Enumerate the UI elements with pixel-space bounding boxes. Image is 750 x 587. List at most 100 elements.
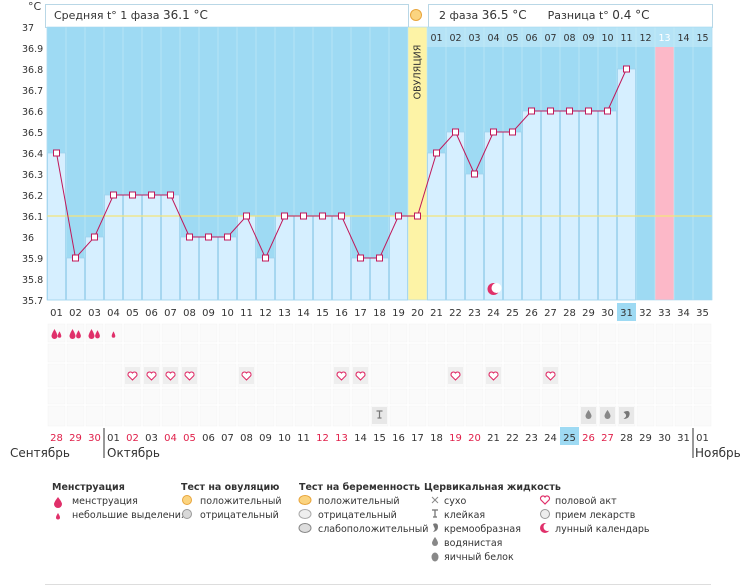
temperature-bar	[389, 215, 408, 301]
symptom-cell	[142, 343, 161, 363]
small-drop-icon	[111, 331, 116, 338]
calendar-date-label: 27	[601, 433, 614, 444]
legend-ov-positive: положительный	[200, 496, 282, 507]
post-ovulation-day-label: 07	[544, 33, 556, 44]
symptom-cell	[446, 343, 465, 363]
legend-ovulation-title: Тест на овуляцию	[181, 482, 280, 493]
temperature-chart: 01 02 03 04 05 06 07 08 09 10 11 12 13 14 15 ОВУЛЯЦИЯ 35…	[10, 23, 741, 460]
y-tick-label: 36.8	[22, 65, 43, 76]
drop-icon	[88, 329, 95, 339]
temperature-bar	[522, 110, 541, 301]
symptom-cell	[123, 388, 142, 405]
symptom-cell	[313, 388, 332, 405]
calendar-date-label: 31	[677, 433, 690, 444]
heart-icon	[488, 371, 499, 381]
temperature-bar	[617, 68, 636, 301]
phase2-summary: 2 фаза 36.5 °C Разница t° 0.4 °C	[428, 4, 713, 28]
legend-pregnancy-title: Тест на беременность	[299, 482, 420, 493]
cycle-day-label: 25	[506, 308, 519, 319]
symptom-cell	[161, 405, 180, 427]
symptom-cell	[313, 405, 332, 427]
drop-icon	[69, 329, 76, 339]
cycle-day-label: 01	[50, 308, 63, 319]
ovulation-column	[408, 27, 427, 300]
temperature-point	[148, 191, 155, 199]
cycle-day-label: 32	[639, 308, 652, 319]
symptom-cell	[617, 363, 636, 388]
temperature-bar	[351, 257, 370, 301]
calendar-date-label: 30	[88, 433, 101, 444]
temperature-point	[357, 254, 364, 262]
post-ovulation-day-label: 03	[468, 33, 480, 44]
symptom-cell	[351, 388, 370, 405]
highlighted-date-cell	[560, 427, 579, 445]
symptom-cell	[522, 388, 541, 405]
legend-preg-negative: отрицательный	[318, 510, 397, 521]
pregnancy-negative-icon	[298, 509, 312, 519]
symptom-cell	[104, 388, 123, 405]
temperature-bar	[104, 194, 123, 301]
post-ovulation-day-label: 12	[639, 33, 651, 44]
symptom-cell	[503, 323, 522, 343]
temperature-point	[243, 212, 250, 220]
temperature-bar	[161, 194, 180, 301]
symptom-cell	[66, 388, 85, 405]
symptom-cell	[123, 343, 142, 363]
symptom-cell	[218, 388, 237, 405]
y-tick-label: 36.9	[22, 44, 43, 55]
symptom-cell	[294, 363, 313, 388]
symptom-cell	[275, 405, 294, 427]
heart-icon	[241, 371, 252, 381]
symptom-cell	[408, 405, 427, 427]
symptom-cell	[636, 343, 655, 363]
symptom-cell	[332, 388, 351, 405]
symptom-cell	[123, 405, 142, 427]
cycle-day-label: 15	[316, 308, 329, 319]
symptom-cell	[294, 323, 313, 343]
symptom-cell	[66, 363, 85, 388]
post-ovulation-day-label: 13	[658, 33, 670, 44]
y-tick-label: 35.9	[22, 254, 43, 265]
symptom-cell	[541, 323, 560, 343]
legend-menstruation-icons	[54, 497, 62, 520]
cycle-day-label: 08	[183, 308, 196, 319]
legend-pregnancy-icons	[298, 495, 312, 533]
calendar-date-label: 04	[164, 433, 177, 444]
symptom-cell	[560, 343, 579, 363]
symptom-cell	[47, 388, 66, 405]
legend-cervical-title: Цервикальная жидкость	[424, 482, 561, 493]
heart-icon	[545, 371, 556, 381]
symptom-cell	[579, 363, 598, 388]
symptom-cell	[465, 363, 484, 388]
temperature-point	[129, 191, 136, 199]
calendar-date-label: 02	[126, 433, 139, 444]
cycle-day-label: 28	[563, 308, 576, 319]
cycle-day-label: 21	[430, 308, 443, 319]
symptom-cell	[484, 343, 503, 363]
symptom-cell	[636, 405, 655, 427]
small-drop-icon	[56, 513, 60, 520]
symptom-cell	[427, 323, 446, 343]
cycle-day-label: 26	[525, 308, 538, 319]
pill-icon	[540, 509, 550, 519]
highlighted-day-cell	[617, 303, 636, 321]
cross-icon	[431, 496, 439, 504]
symptom-cell	[503, 405, 522, 427]
cycle-day-label: 17	[354, 308, 367, 319]
symptom-cell	[294, 343, 313, 363]
y-tick-label: 35.7	[22, 296, 43, 307]
calendar-date-label: 13	[335, 433, 348, 444]
symptom-cell	[598, 388, 617, 405]
phase2-value: 36.5 °C	[481, 8, 527, 22]
symptom-cell	[522, 405, 541, 427]
symptom-cell	[66, 323, 85, 343]
symptom-cell	[541, 343, 560, 363]
temperature-point	[566, 107, 573, 115]
symptom-cell	[104, 405, 123, 427]
symptom-cell	[199, 388, 218, 405]
symptom-cell	[674, 405, 693, 427]
calendar-date-label: 26	[582, 433, 595, 444]
calendar-date-label: 01	[696, 433, 709, 444]
symptom-cell	[674, 363, 693, 388]
symptom-cell	[313, 323, 332, 343]
